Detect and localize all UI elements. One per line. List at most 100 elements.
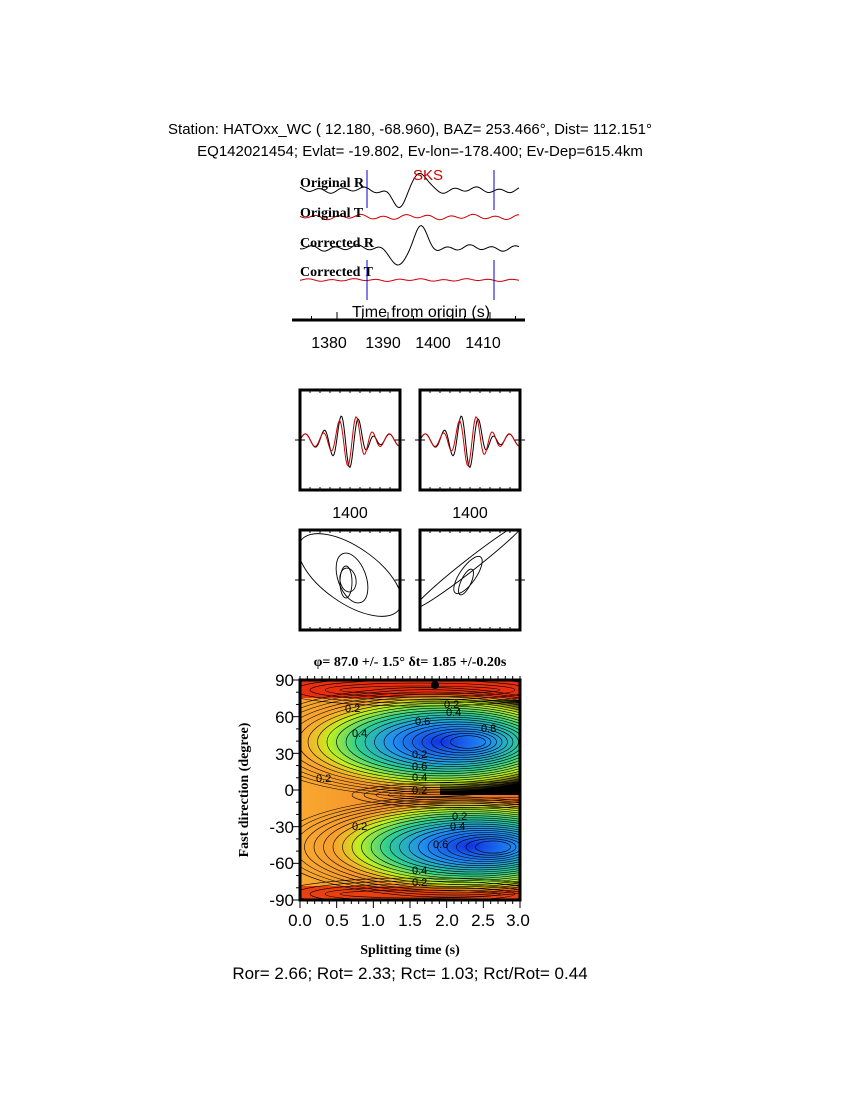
contour-line <box>361 815 520 879</box>
footer-ratios: Ror= 2.66; Rot= 2.33; Rct= 1.03; Rct/Rot… <box>232 964 587 983</box>
contour-label: 0.4 <box>446 707 461 719</box>
y-tick-label: 90 <box>275 671 294 690</box>
contour-line <box>300 689 520 795</box>
contour-line <box>399 823 520 871</box>
trace-original-r <box>299 172 520 209</box>
x-tick-label: 3.0 <box>506 911 530 930</box>
y-tick-label: 0 <box>285 781 294 800</box>
x-tick-label: 1.0 <box>361 911 385 930</box>
contour-line <box>364 714 520 770</box>
trace-label-original-t: Original T <box>300 206 364 221</box>
contour-line <box>431 730 497 754</box>
trace-corrected-t <box>299 278 520 282</box>
contour-line <box>339 889 501 899</box>
contour-label: 0.2 <box>316 773 331 785</box>
x-tick-label: 2.0 <box>435 911 459 930</box>
contour-line <box>300 680 520 704</box>
contour-line <box>351 813 520 881</box>
trace-label-original-r: Original R <box>300 176 365 191</box>
y-tick-label: -60 <box>269 854 294 873</box>
contour-label: 0.2 <box>345 703 360 715</box>
y-tick-label: 30 <box>275 745 294 764</box>
x-tick-label: 1.5 <box>398 911 422 930</box>
waveform-post-tick: 1400 <box>452 505 488 522</box>
contour-line <box>324 886 516 900</box>
waveform-pre-panel <box>300 415 400 469</box>
contour-line <box>475 840 511 854</box>
best-fit-marker <box>431 681 439 689</box>
phase-label: SKS <box>413 167 443 184</box>
contour-label: 0.2 <box>412 749 427 761</box>
contour-line <box>389 821 520 873</box>
contour-line <box>351 781 520 809</box>
waveform-post-panel <box>420 415 520 469</box>
contour-line <box>300 691 520 793</box>
contour-line <box>387 789 520 801</box>
trace-label-corrected-t: Corrected T <box>300 265 374 280</box>
y-tick-label: -30 <box>269 818 294 837</box>
contour-line <box>300 798 520 896</box>
particle-motion-pre-frame <box>298 528 402 632</box>
contour-label: 0.8 <box>481 723 496 735</box>
contour-title: φ= 87.0 +/- 1.5° δt= 1.85 +/-0.20s <box>314 655 507 670</box>
contour-line <box>363 784 520 806</box>
contour-label: 0.2 <box>412 785 427 797</box>
time-tick-label: 1410 <box>465 335 501 352</box>
trace-panel <box>299 172 520 282</box>
contour-line <box>300 687 520 797</box>
contour-line <box>408 825 520 869</box>
contour-line <box>355 712 520 772</box>
waveform-pre-tick: 1400 <box>332 505 368 522</box>
contour-labels: 0.2 0.4 0.2 0.4 0.6 0.8 0.2 0.6 0.4 0.2 … <box>316 699 496 889</box>
contour-line <box>300 694 520 790</box>
y-tick-label: -90 <box>269 891 294 910</box>
time-tick-label: 1390 <box>365 335 401 352</box>
contour-line <box>450 735 486 749</box>
trace-label-corrected-r: Corrected R <box>300 236 375 251</box>
contour-label: 0.4 <box>450 821 465 833</box>
contour-line <box>456 836 520 858</box>
contour-line <box>307 700 520 784</box>
contour-label: 0.2 <box>352 821 367 833</box>
contour-line <box>323 807 520 887</box>
contour-label: 0.4 <box>412 865 427 877</box>
contour-line <box>300 880 520 900</box>
waveform-post-t <box>420 415 520 467</box>
header-station-line: Station: HATOxx_WC ( 12.180, -68.960), B… <box>168 121 652 138</box>
contour-line <box>440 733 492 751</box>
y-tick-label: 60 <box>275 708 294 727</box>
contour-line <box>421 728 503 756</box>
contour-line <box>300 877 520 887</box>
x-axis-label: Splitting time (s) <box>360 943 460 958</box>
contour-line <box>309 680 520 701</box>
time-tick-label: 1380 <box>311 335 347 352</box>
contour-line <box>380 819 520 875</box>
contour-line <box>402 723 514 761</box>
contour-line <box>339 685 501 695</box>
contour-line <box>446 834 520 860</box>
particle-motion-pre <box>300 533 400 617</box>
contour-line <box>399 791 520 799</box>
contour-line <box>437 832 520 862</box>
contour-line <box>427 830 520 864</box>
contour-label: 0.6 <box>433 839 448 851</box>
contour-label: 0.2 <box>444 699 459 711</box>
header-event-line: EQ142021454; Evlat= -19.802, Ev-lon=-178… <box>197 143 643 160</box>
x-tick-label: 0.0 <box>288 911 312 930</box>
contour-line <box>412 726 508 758</box>
contour-line <box>300 796 520 898</box>
x-tick-label: 0.5 <box>325 911 349 930</box>
trace-corrected-r <box>299 225 520 266</box>
y-axis-label: Fast direction (degree) <box>237 722 252 857</box>
contour-line <box>375 786 520 804</box>
contour-line <box>336 707 520 777</box>
contour-line <box>370 817 520 877</box>
trace-original-t <box>299 213 520 221</box>
particle-motion-post-frame <box>418 528 522 632</box>
contour-line <box>300 800 520 894</box>
contour-label: 0.6 <box>412 761 427 773</box>
particle-motion-post <box>420 530 520 609</box>
contour-line <box>300 680 520 707</box>
contour-line <box>383 719 520 765</box>
